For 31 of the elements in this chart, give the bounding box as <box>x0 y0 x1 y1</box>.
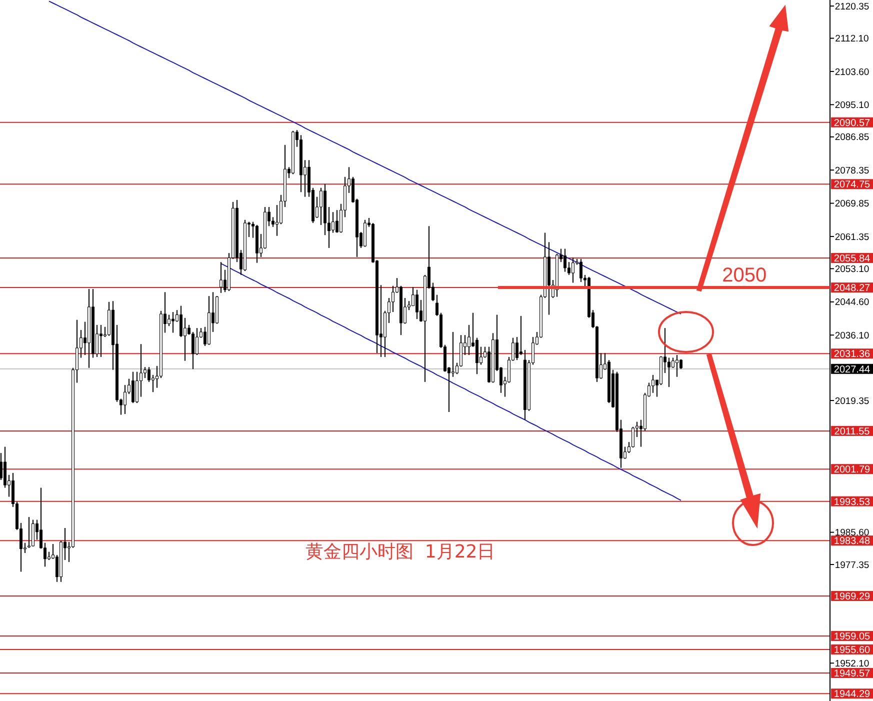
ref-line-label: 2001.79 <box>834 464 871 476</box>
y-tick-label: 2044.60 <box>834 297 870 308</box>
ref-line-label: 2055.84 <box>834 253 871 264</box>
ref-line-label: 1959.05 <box>834 631 871 642</box>
ref-line-label: 1944.29 <box>834 689 871 700</box>
ref-line-label: 1955.60 <box>834 644 871 656</box>
ref-line-label: 2031.36 <box>834 349 871 360</box>
ref-line-label: 2027.44 <box>834 364 871 376</box>
ref-line-label: 2048.27 <box>834 283 871 294</box>
y-tick-label: 1977.35 <box>834 560 870 571</box>
y-tick-label: 2120.35 <box>834 1 870 12</box>
y-tick-label: 2112.10 <box>835 34 869 45</box>
ref-line-label: 2074.75 <box>834 180 871 191</box>
y-tick-label: 2078.35 <box>834 165 870 176</box>
y-tick-label: 2086.85 <box>834 132 870 144</box>
y-tick-label: 2069.85 <box>834 198 870 210</box>
ref-line-label: 2011.55 <box>834 426 870 438</box>
y-tick-label: 2036.10 <box>834 330 870 342</box>
ref-line-label: 1969.29 <box>834 591 871 602</box>
ref-line-label: 1993.53 <box>834 496 871 508</box>
annotation: 2050 <box>722 264 767 287</box>
y-tick-label: 2095.10 <box>834 100 870 111</box>
y-tick-label: 2061.35 <box>834 232 870 243</box>
ref-line-label: 1983.48 <box>834 536 871 548</box>
y-tick-label: 2103.60 <box>834 66 870 78</box>
y-tick-label: 2019.35 <box>834 396 870 407</box>
annotation: 黄金四小时图 1月22日 <box>305 541 496 562</box>
ref-line-label: 1949.57 <box>834 668 871 680</box>
y-tick-label: 2053.10 <box>834 264 870 276</box>
y-tick-label: 1952.10 <box>834 658 870 670</box>
ref-line-label: 2090.57 <box>834 118 871 129</box>
